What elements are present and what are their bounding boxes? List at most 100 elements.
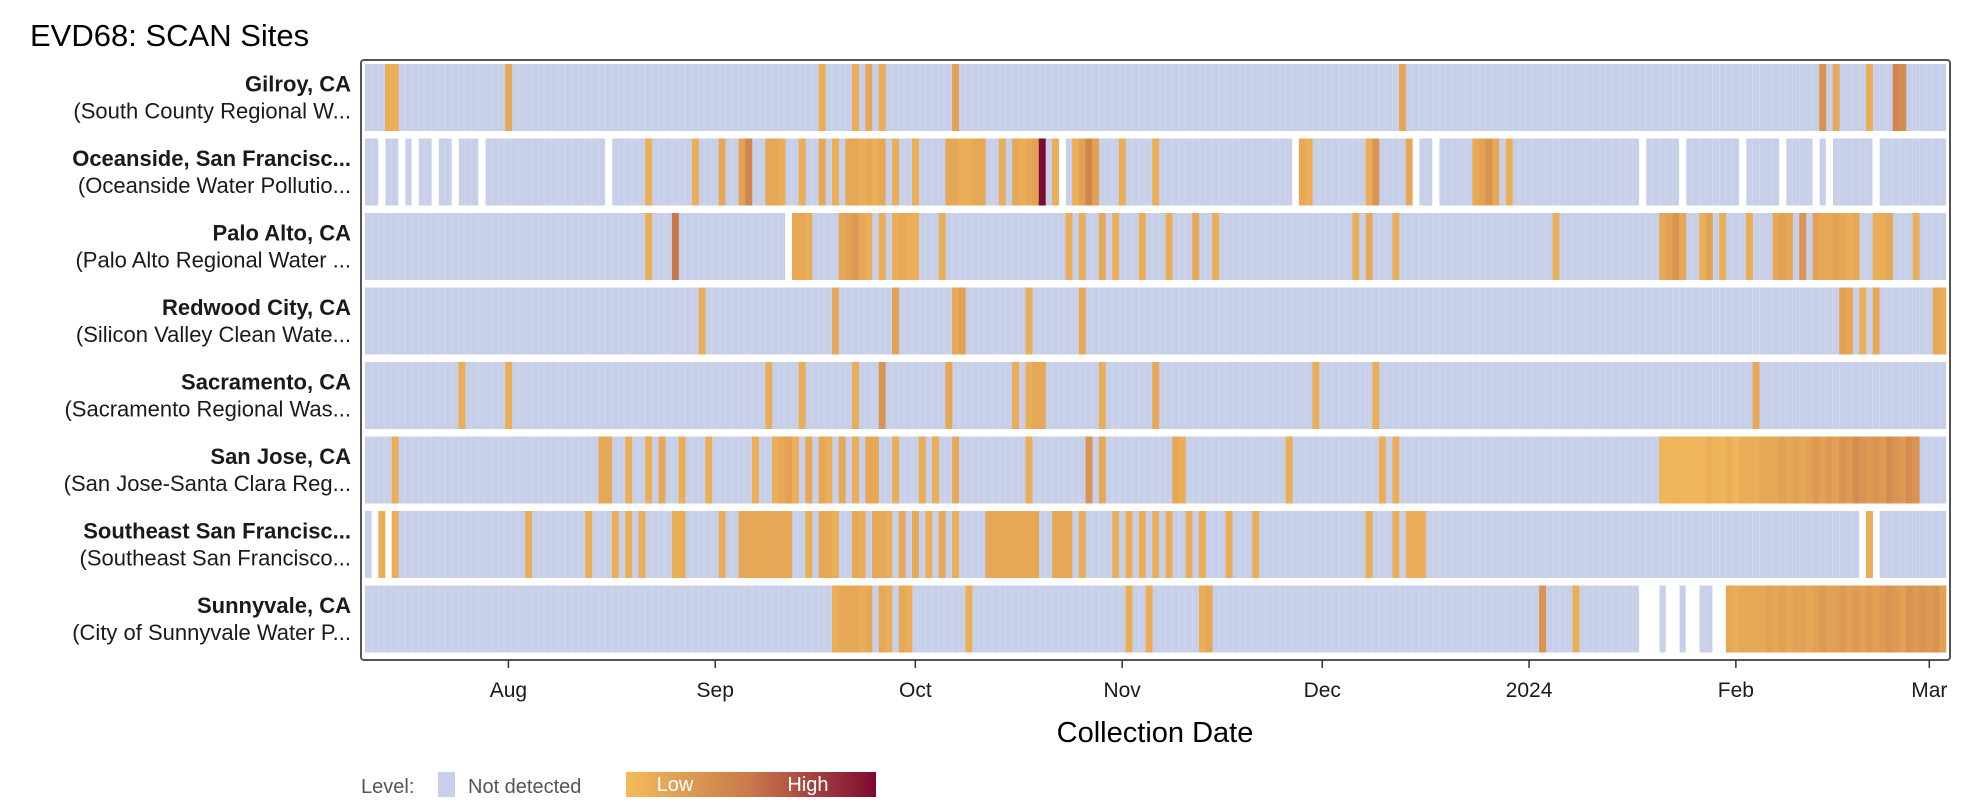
site-row: [365, 436, 1946, 504]
site-row: [365, 64, 1946, 131]
detection-cell: [1819, 64, 1827, 131]
no-sample-gap: [385, 510, 393, 579]
detection-cell: [892, 436, 899, 504]
detection-cell: [838, 213, 846, 280]
detection-cell: [1925, 585, 1933, 653]
no-sample-gap: [785, 212, 793, 281]
detection-cell: [1839, 436, 1847, 504]
detection-cell: [972, 138, 980, 206]
detection-cell: [1198, 585, 1206, 653]
detection-cell: [718, 138, 726, 206]
detection-cell: [1772, 436, 1780, 504]
detection-cell: [1025, 287, 1033, 355]
detection-cell: [838, 585, 846, 653]
no-sample-gap: [1412, 137, 1420, 207]
no-sample-gap: [1645, 584, 1653, 654]
detection-cell: [905, 213, 913, 280]
no-sample-gap: [1432, 137, 1440, 207]
detection-cell: [791, 213, 799, 280]
detection-cell: [1485, 138, 1493, 206]
detection-cell: [818, 64, 826, 131]
detection-cell: [1912, 436, 1920, 504]
detection-cell: [1765, 585, 1773, 653]
detection-cell: [1865, 511, 1873, 578]
detection-cell: [1799, 436, 1807, 504]
legend-not-detected-swatch: [438, 772, 455, 797]
detection-cell: [1792, 436, 1800, 504]
detection-cell: [1185, 511, 1193, 578]
detection-cell: [912, 511, 919, 578]
detection-cell: [805, 436, 813, 504]
detection-cell: [1785, 213, 1793, 280]
detection-cell: [1845, 213, 1853, 280]
detection-cell: [738, 138, 746, 206]
detection-cell: [1405, 138, 1413, 206]
detection-cell: [1825, 585, 1833, 653]
detection-cell: [878, 64, 886, 131]
detection-cell: [1885, 585, 1893, 653]
detection-cell: [845, 213, 853, 280]
detection-cell: [1012, 138, 1020, 206]
detection-cell: [678, 436, 686, 504]
detection-cell: [1865, 585, 1873, 653]
detection-cell: [1725, 585, 1733, 653]
detection-cell: [1152, 138, 1160, 206]
detection-cell: [1552, 213, 1560, 280]
x-tick-label: Oct: [899, 679, 932, 702]
detection-cell: [1145, 585, 1153, 653]
detection-cell: [1745, 213, 1753, 280]
detection-cell: [1365, 511, 1373, 578]
detection-cell: [871, 511, 879, 578]
detection-cell: [985, 511, 993, 578]
detection-cell: [785, 436, 793, 504]
detection-cell: [1725, 436, 1733, 504]
detection-cell: [1205, 585, 1213, 653]
site-facility-label: (South County Regional W...: [73, 99, 351, 124]
detection-cell: [838, 436, 846, 504]
detection-cell: [1479, 138, 1487, 206]
detection-cell: [391, 64, 399, 131]
detection-cell: [1665, 436, 1673, 504]
detection-cell: [1365, 138, 1373, 206]
heatmap-rows: [365, 64, 1947, 654]
detection-cell: [1072, 138, 1080, 206]
detection-cell: [791, 436, 799, 504]
detection-cell: [912, 138, 919, 206]
detection-cell: [1172, 436, 1180, 504]
detection-cell: [1845, 585, 1853, 653]
detection-cell: [1859, 436, 1867, 504]
detection-cell: [898, 511, 906, 578]
no-sample-gap: [451, 137, 459, 207]
detection-cell: [505, 362, 513, 429]
detection-cell: [1905, 585, 1913, 653]
detection-cell: [1092, 138, 1100, 206]
detection-cell: [825, 511, 833, 578]
detection-cell: [1752, 436, 1760, 504]
detection-cell: [698, 287, 706, 355]
site-name-label: Southeast San Francisc...: [83, 519, 351, 544]
detection-cell: [851, 436, 859, 504]
detection-cell: [1852, 436, 1860, 504]
detection-cell: [945, 362, 953, 429]
detection-cell: [1392, 436, 1400, 504]
detection-cell: [851, 213, 859, 280]
detection-cell: [1419, 511, 1426, 578]
detection-cell: [705, 436, 713, 504]
detection-cell: [1398, 64, 1406, 131]
detection-cell: [1832, 436, 1840, 504]
site-facility-label: (Sacramento Regional Was...: [64, 397, 351, 422]
detection-cell: [1112, 511, 1120, 578]
detection-cell: [1879, 436, 1887, 504]
detection-cell: [1785, 436, 1793, 504]
no-sample-gap: [1672, 584, 1680, 654]
detection-cell: [1932, 585, 1940, 653]
detection-cell: [1859, 585, 1867, 653]
no-sample-gap: [1779, 137, 1787, 207]
detection-cell: [1052, 511, 1060, 578]
detection-cell: [871, 138, 879, 206]
plot-frame: [360, 59, 1951, 661]
detection-cell: [1719, 213, 1727, 280]
detection-cell: [391, 511, 399, 578]
detection-cell: [1492, 138, 1500, 206]
detection-cell: [1839, 287, 1847, 355]
